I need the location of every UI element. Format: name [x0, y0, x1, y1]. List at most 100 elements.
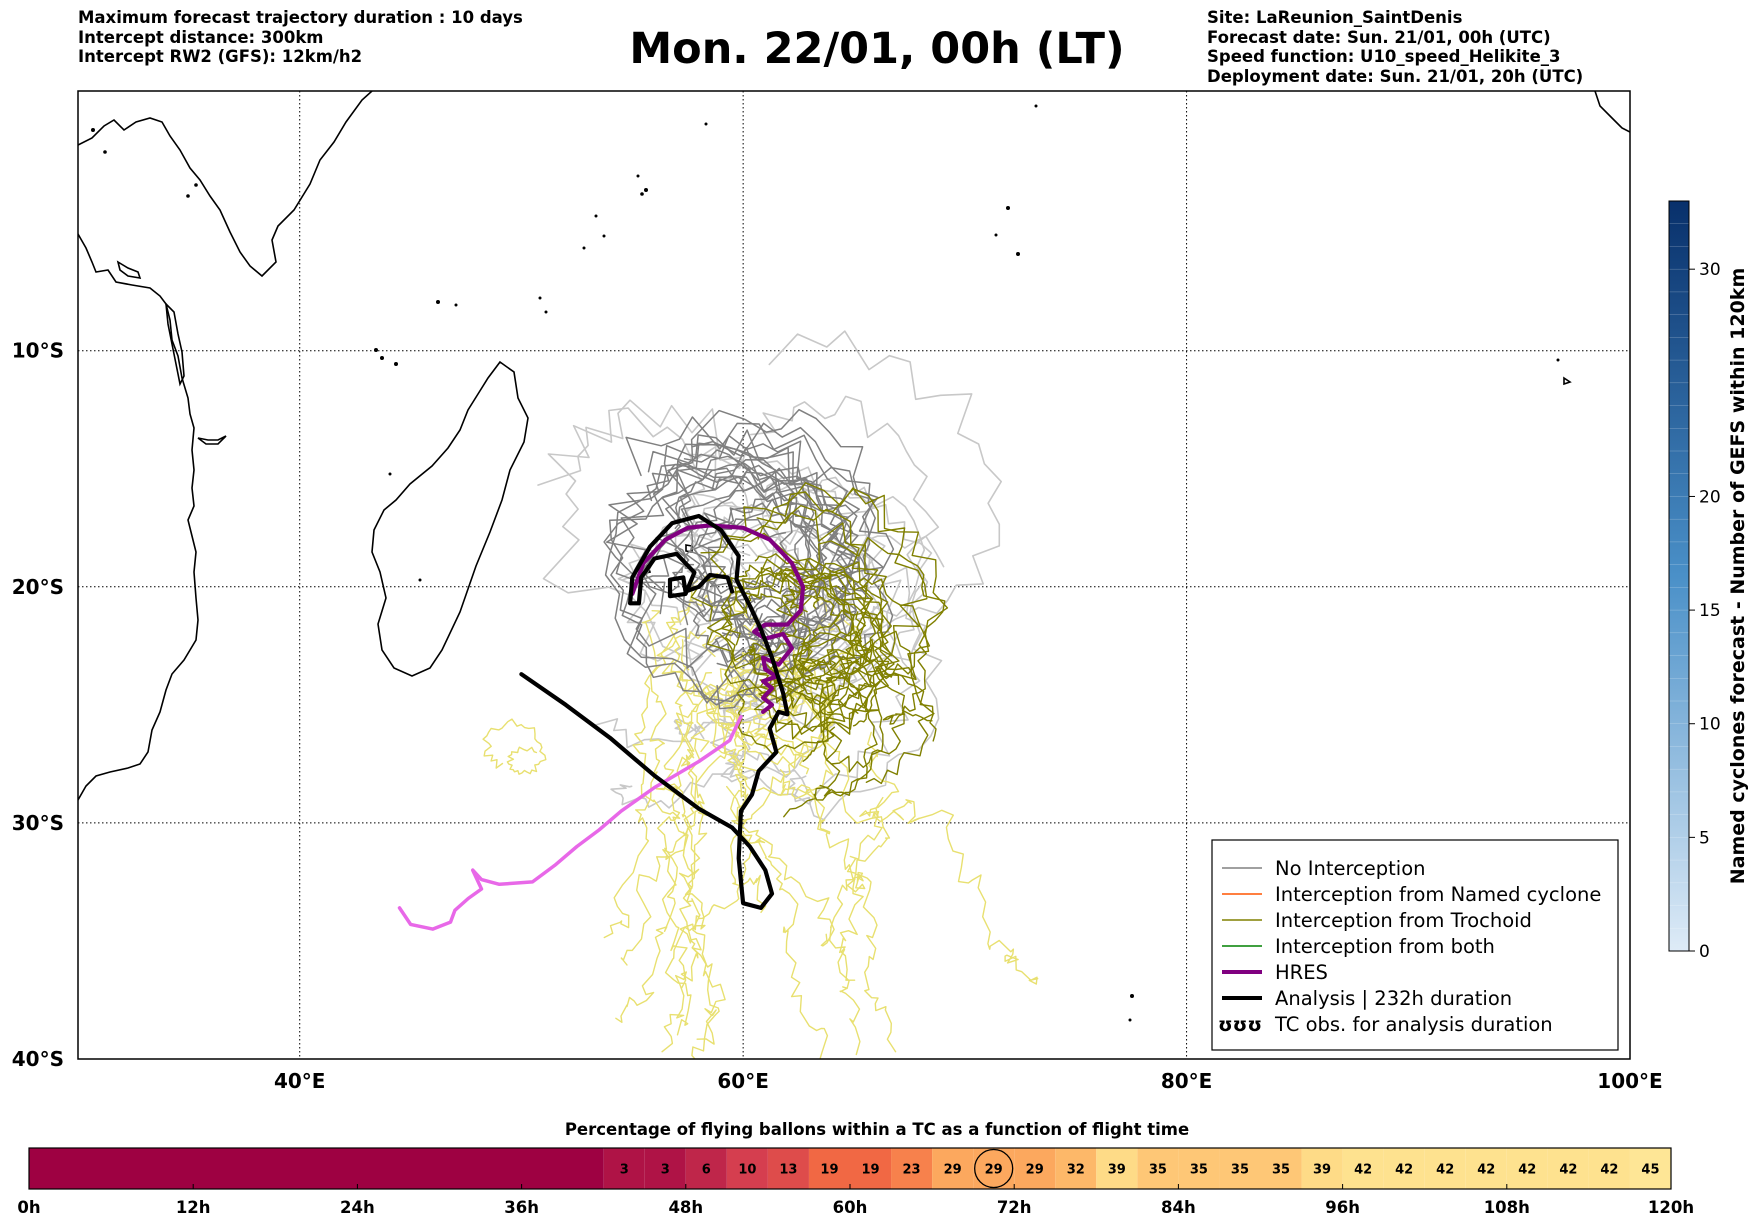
bottom-bar-cell — [1014, 1148, 1056, 1189]
trochoid-interception-track — [782, 586, 842, 714]
ensemble-track-yellow — [679, 737, 720, 1059]
bottom-bar-cell — [850, 1148, 892, 1189]
trochoid-interception-track — [760, 567, 937, 742]
no-interception-track — [691, 422, 884, 648]
bottom-bar-value: 35 — [1190, 1163, 1208, 1178]
ensemble-track-yellow — [655, 691, 708, 989]
bottom-bar-tick-label: 36h — [504, 1198, 539, 1217]
colorbar-steps — [1669, 223, 1689, 929]
islet — [436, 300, 440, 304]
island-coastline — [197, 435, 227, 445]
islet — [374, 348, 378, 352]
island-coastline — [1563, 376, 1572, 386]
bottom-bar-value: 39 — [1313, 1163, 1331, 1178]
page-title: Mon. 22/01, 00h (LT) — [629, 24, 1125, 74]
coastlines — [78, 91, 1630, 801]
no-interception-track — [645, 408, 879, 631]
islet — [1016, 252, 1020, 256]
bottom-bar-value: 3 — [620, 1163, 629, 1178]
bottom-bar-cell — [1547, 1148, 1589, 1189]
bottom-bar-value: 23 — [903, 1163, 921, 1178]
header-info-left: Maximum forecast trajectory duration : 1… — [78, 8, 523, 67]
bottom-bar-value: 42 — [1395, 1163, 1413, 1178]
islet — [388, 472, 392, 476]
ensemble-track-yellow — [872, 796, 1039, 985]
bottom-bar-value: 29 — [985, 1163, 1003, 1178]
map-legend: No Interception Interception from Named c… — [1211, 839, 1619, 1051]
map-frame — [77, 90, 1631, 1060]
bottom-bar-cell — [1588, 1148, 1630, 1189]
islet — [1006, 206, 1010, 210]
colorbar-tick-label: 0 — [1699, 942, 1710, 962]
bottom-bar-cell — [1424, 1148, 1466, 1189]
ensemble-track-yellow — [664, 639, 706, 1036]
lat-tick-label: 30°S — [12, 811, 64, 835]
bottom-bar-cell — [1260, 1148, 1302, 1189]
bottom-bar-cell — [932, 1148, 974, 1189]
legend-label: HRES — [1275, 961, 1328, 984]
islet — [640, 192, 644, 196]
bottom-bar-value: 39 — [1108, 1163, 1126, 1178]
map-axis-ticks: 40°E 60°E 80°E 100°E 10°S 20°S 30°S 40°S — [12, 339, 1663, 1093]
ensemble-track-light — [681, 521, 921, 805]
header-line: Deployment date: Sun. 21/01, 20h (UTC) — [1207, 66, 1584, 86]
trajectories — [397, 330, 1039, 1059]
no-interception-track — [605, 442, 855, 657]
islet — [394, 362, 398, 366]
header-line: Speed function: U10_speed_Helikite_3 — [1207, 47, 1561, 66]
bottom-bar-cells: 3 3 6 10 13 19 19 23 29 29 29 32 39 35 35 35 35 39 42 42 42 4… — [29, 1148, 1671, 1189]
ensemble-track-yellow — [661, 780, 791, 1053]
colorbar: 0 5 10 15 20 30 Named cyclones forecast - Num… — [1668, 200, 1749, 962]
bottom-bar-value: 35 — [1231, 1163, 1249, 1178]
bottom-bar-value: 13 — [779, 1163, 797, 1178]
islet — [380, 356, 384, 360]
colorbar-frame — [1668, 200, 1690, 952]
bottom-bar-value: 45 — [1641, 1163, 1659, 1178]
colorbar-ticks: 0 5 10 15 20 30 — [1689, 260, 1721, 962]
islet — [1556, 358, 1560, 362]
bottom-bar-cell — [1219, 1148, 1261, 1189]
lake-coastline — [164, 301, 185, 387]
bottom-bar-cell — [808, 1148, 850, 1189]
bottom-bar-value: 29 — [944, 1163, 962, 1178]
legend-label: Interception from both — [1275, 935, 1495, 958]
current-time-marker — [974, 1148, 1014, 1189]
bottom-bar-cell — [1342, 1148, 1384, 1189]
lat-tick-label: 40°S — [12, 1047, 64, 1071]
africa-north-coast — [78, 91, 373, 278]
bottom-bar-value: 35 — [1149, 1163, 1167, 1178]
islet — [103, 150, 107, 154]
bottom-bar-cell — [1629, 1148, 1671, 1189]
islet — [544, 310, 548, 314]
africa-coastline — [78, 233, 199, 801]
header-line: Intercept RW2 (GFS): 12km/h2 — [78, 47, 363, 66]
bottom-bar-cell — [1465, 1148, 1507, 1189]
bottom-bar-ticks: 0h 12h 24h 36h 48h 60h 72h 84h 96h 108h 120h — [17, 1184, 1694, 1217]
legend-box — [1211, 839, 1619, 1051]
bottom-bar-cell — [1301, 1148, 1343, 1189]
ensemble-track-light — [537, 399, 810, 749]
trochoid-interception-track — [706, 572, 905, 773]
bottom-bar-cell — [1178, 1148, 1220, 1189]
bottom-bar-value: 19 — [820, 1163, 838, 1178]
bottom-bar-cell — [1096, 1148, 1138, 1189]
ensemble-track-yellow — [779, 769, 866, 981]
colorbar-tick-label: 15 — [1699, 601, 1721, 621]
bottom-bar-cell — [1055, 1148, 1097, 1189]
colorbar-gradient — [1669, 201, 1689, 951]
islet — [538, 296, 542, 300]
islet — [194, 183, 198, 187]
islet — [582, 246, 586, 250]
bottom-bar-cell — [767, 1148, 809, 1189]
hres-late-track — [397, 714, 743, 931]
legend-label: No Interception — [1275, 857, 1426, 880]
bottom-bar-value: 42 — [1477, 1163, 1495, 1178]
island-coastline — [116, 260, 142, 280]
header-line: Intercept distance: 300km — [78, 27, 324, 47]
tc-percentage-bar: Percentage of flying ballons within a TC… — [17, 1120, 1694, 1217]
bottom-bar-value: 6 — [702, 1163, 711, 1178]
trochoid-interception-track — [720, 572, 873, 818]
ensemble-track-yellow — [620, 610, 689, 966]
trochoid-interception-track — [737, 564, 803, 660]
bottom-bar-value: 10 — [738, 1163, 756, 1178]
